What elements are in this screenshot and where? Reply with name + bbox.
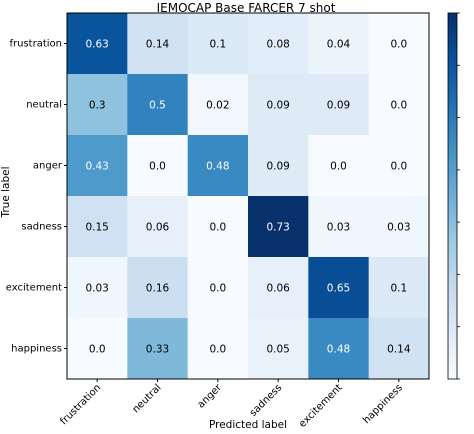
heatmap-cell [368, 257, 430, 319]
heatmap-cell [368, 13, 430, 75]
cell-value-label: 0.15 [85, 222, 108, 234]
cell-value-label: 0.0 [149, 161, 166, 173]
cell-value-label: 0.09 [327, 100, 350, 112]
cell-value-label: 0.73 [266, 222, 289, 234]
cell-value-label: 0.03 [327, 222, 350, 234]
cell-value-label: 0.5 [149, 100, 166, 112]
cell-value-label: 0.43 [85, 161, 108, 173]
heatmap-cell [308, 13, 370, 75]
cell-value-label: 0.65 [327, 283, 350, 295]
heatmap-cell [67, 196, 128, 258]
heatmap-cell [187, 196, 249, 258]
cell-value-label: 0.3 [89, 100, 106, 112]
y-tick-label: happiness [11, 344, 62, 355]
cell-value-label: 0.04 [327, 39, 351, 51]
cell-value-label: 0.09 [266, 100, 289, 112]
x-tick-label: frustration [58, 382, 103, 427]
cell-value-label: 0.1 [390, 283, 407, 295]
cell-value-label: 0.14 [146, 39, 170, 51]
heatmap-cell [308, 257, 370, 319]
y-tick-label: sadness [21, 222, 62, 233]
chart-title: IEMOCAP Base FARCER 7 shot [157, 1, 336, 15]
cell-value-label: 0.0 [209, 222, 226, 234]
cell-value-label: 0.0 [209, 344, 226, 356]
heatmap-cell [187, 257, 249, 319]
heatmap-cell [308, 74, 370, 136]
x-tick-label: sadness [248, 382, 284, 418]
x-tick-label: neutral [131, 382, 164, 415]
heatmap-cell [67, 74, 128, 136]
cell-value-label: 0.0 [390, 161, 407, 173]
heatmap-cell [127, 13, 189, 75]
x-tick-label: excitement [297, 382, 345, 430]
cell-value-label: 0.0 [89, 344, 106, 356]
y-tick-label: anger [33, 161, 63, 172]
cell-value-label: 0.48 [327, 344, 350, 356]
heatmap-cell [187, 135, 249, 197]
heatmap-cell [127, 196, 189, 258]
heatmap-cell [187, 74, 249, 136]
cell-value-label: 0.03 [85, 283, 108, 295]
cell-value-label: 0.0 [390, 100, 407, 112]
cell-value-label: 0.16 [146, 283, 170, 295]
heatmap-cell [127, 135, 189, 197]
cell-value-label: 0.0 [390, 39, 407, 51]
heatmap-cell [127, 74, 189, 136]
cell-value-label: 0.06 [146, 222, 170, 234]
heatmap-cell [248, 74, 309, 136]
heatmap-cell [248, 135, 309, 197]
cell-value-label: 0.14 [387, 344, 411, 356]
heatmap-cell [127, 257, 189, 319]
x-tick-label: anger [196, 382, 225, 411]
y-tick-label: frustration [10, 39, 63, 50]
heatmap-cell [127, 318, 189, 380]
cell-value-label: 0.02 [206, 100, 229, 112]
x-axis-label: Predicted label [209, 419, 287, 431]
cell-value-label: 0.0 [209, 283, 226, 295]
cell-value-label: 0.0 [330, 161, 347, 173]
heatmap-cell [368, 196, 430, 258]
y-tick-label: excitement [6, 283, 62, 294]
heatmap-cells: 0.63 0.14 0.1 0.08 0.04 0.0 0.3 0.5 0.02 0.09 0.09… [67, 13, 430, 380]
cell-value-label: 0.48 [206, 161, 229, 173]
heatmap-cell [368, 74, 430, 136]
heatmap-cell [187, 318, 249, 380]
cell-value-label: 0.33 [146, 344, 169, 356]
cell-value-label: 0.05 [266, 344, 289, 356]
cell-value-label: 0.63 [85, 39, 108, 51]
heatmap-cell [248, 196, 309, 258]
heatmap-cell [67, 13, 128, 75]
heatmap-cell [308, 196, 370, 258]
heatmap-cell [308, 318, 370, 380]
heatmap-cell [248, 13, 309, 75]
y-tick-label: neutral [26, 100, 62, 111]
cell-value-label: 0.08 [266, 39, 289, 51]
heatmap-cell [67, 257, 128, 319]
heatmap-cell [67, 318, 128, 380]
heatmap-cell [368, 135, 430, 197]
plot-frame [66, 12, 430, 380]
heatmap-cell [308, 135, 370, 197]
colorbar [447, 12, 460, 380]
heatmap-cell [248, 257, 309, 319]
cell-value-label: 0.03 [387, 222, 410, 234]
heatmap-cell [248, 318, 309, 380]
y-axis-label: True label [0, 166, 12, 218]
x-tick-label: happiness [361, 382, 405, 426]
heatmap-cell [368, 318, 430, 380]
cell-value-label: 0.09 [266, 161, 289, 173]
heatmap-cell [187, 13, 249, 75]
cell-value-label: 0.06 [266, 283, 290, 295]
heatmap-cell [67, 135, 128, 197]
colorbar-gradient [447, 12, 458, 380]
cell-value-label: 0.1 [209, 39, 226, 51]
